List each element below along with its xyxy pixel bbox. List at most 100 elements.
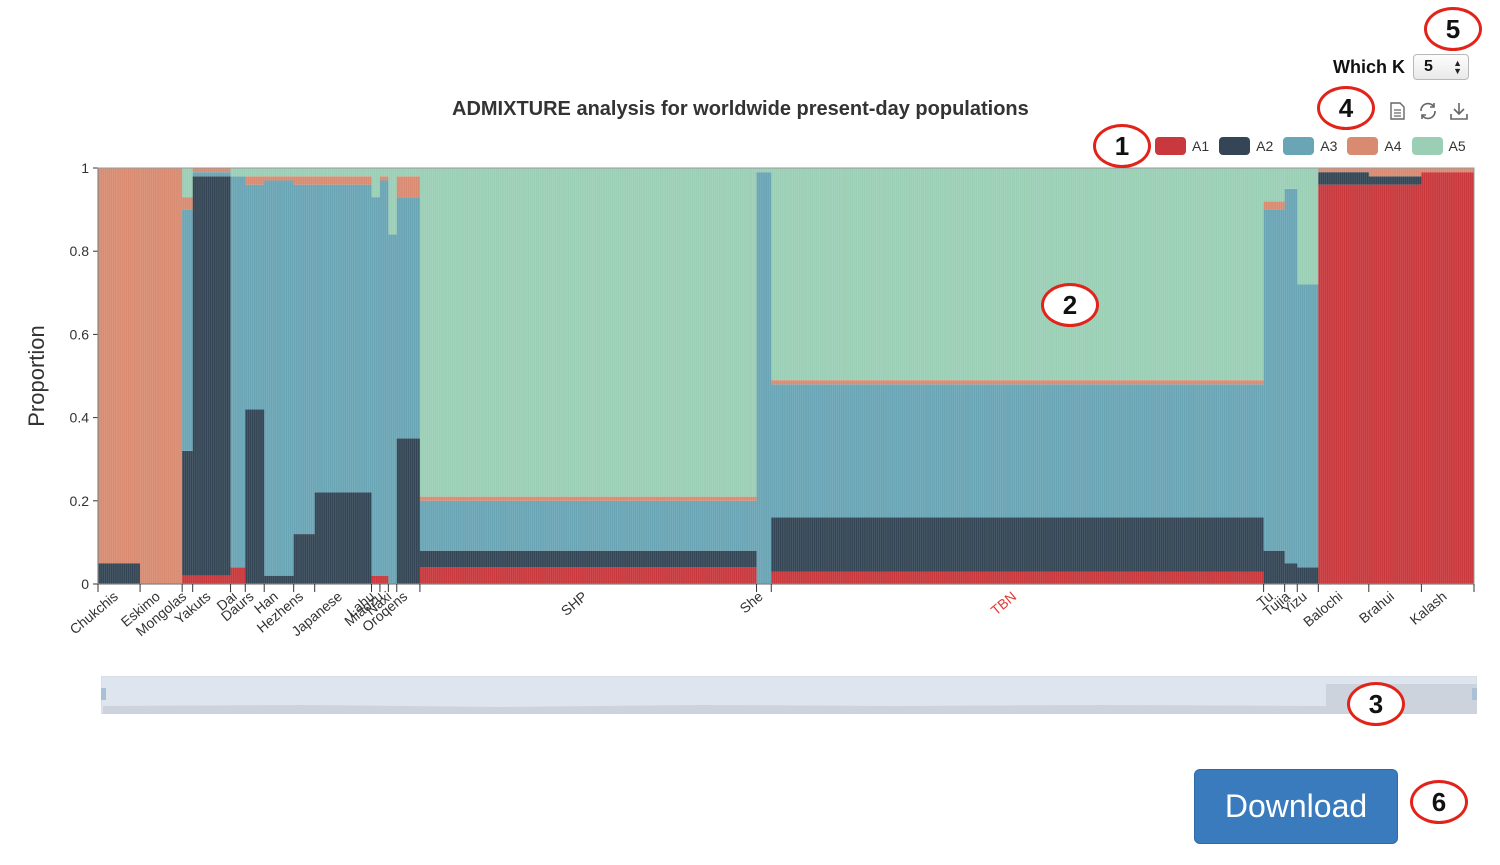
legend-item-a4[interactable]: A4 bbox=[1347, 137, 1402, 155]
save-as-image-icon[interactable] bbox=[1448, 100, 1470, 122]
bar-segment-a5[interactable] bbox=[182, 168, 193, 198]
bar-segment-a5[interactable] bbox=[314, 168, 372, 177]
download-button[interactable]: Download bbox=[1194, 769, 1398, 844]
zoom-handle-right[interactable] bbox=[1472, 688, 1477, 700]
bar-segment-a4[interactable] bbox=[314, 176, 372, 185]
bar-segment-a5[interactable] bbox=[293, 168, 316, 177]
bar-segment-a5[interactable] bbox=[245, 168, 265, 177]
legend-label: A2 bbox=[1256, 138, 1274, 154]
legend-item-a5[interactable]: A5 bbox=[1411, 137, 1466, 155]
bar-segment-a4[interactable] bbox=[1318, 168, 1370, 173]
bar-segment-a3[interactable] bbox=[1263, 209, 1285, 551]
bar-segment-a1[interactable] bbox=[419, 567, 757, 584]
bar-segment-a2[interactable] bbox=[192, 176, 231, 576]
bar-segment-a2[interactable] bbox=[1263, 550, 1285, 584]
legend-swatch bbox=[1155, 137, 1186, 155]
chart-legend: A1 A2 A3 A4 A5 bbox=[1155, 137, 1476, 155]
bar-segment-a1[interactable] bbox=[379, 575, 389, 584]
bar-segment-a4[interactable] bbox=[771, 380, 1264, 385]
bar-segment-a3[interactable] bbox=[1284, 188, 1298, 564]
bar-segment-a3[interactable] bbox=[245, 184, 265, 410]
bar-segment-a3[interactable] bbox=[192, 172, 231, 177]
bar-segment-a5[interactable] bbox=[230, 168, 246, 177]
bar-segment-a1[interactable] bbox=[230, 567, 246, 584]
bar-segment-a4[interactable] bbox=[264, 176, 294, 181]
bar-segment-a5[interactable] bbox=[1263, 168, 1285, 202]
bar-segment-a3[interactable] bbox=[771, 384, 1264, 518]
bar-segment-a5[interactable] bbox=[1297, 168, 1319, 285]
bar-segment-a4[interactable] bbox=[379, 176, 389, 181]
sample-stripes bbox=[99, 168, 1473, 584]
bar-segment-a5[interactable] bbox=[371, 168, 381, 198]
x-tick-label: Tu bbox=[1254, 588, 1276, 610]
updown-arrows-icon: ▲ ▼ bbox=[1453, 58, 1462, 76]
bar-segment-a4[interactable] bbox=[182, 197, 193, 210]
bar-segment-a1[interactable] bbox=[1421, 172, 1475, 584]
bar-segment-a5[interactable] bbox=[756, 168, 772, 173]
bar-segment-a2[interactable] bbox=[182, 450, 193, 576]
bar-segment-a2[interactable] bbox=[419, 550, 757, 568]
bar-segment-a2[interactable] bbox=[1284, 563, 1298, 584]
bar-segment-a5[interactable] bbox=[771, 168, 1264, 381]
bar-segment-a4[interactable] bbox=[1421, 168, 1475, 173]
legend-swatch bbox=[1219, 137, 1251, 155]
bar-segment-a3[interactable] bbox=[314, 184, 372, 493]
bar-segment-a4[interactable] bbox=[98, 168, 141, 564]
bar-segment-a4[interactable] bbox=[293, 176, 316, 185]
bar-segment-a2[interactable] bbox=[264, 575, 294, 584]
bar-segment-a3[interactable] bbox=[419, 500, 757, 551]
bar-segment-a4[interactable] bbox=[419, 496, 757, 501]
bar-segment-a2[interactable] bbox=[1318, 172, 1370, 185]
chart-bars[interactable] bbox=[98, 168, 1475, 584]
bar-segment-a4[interactable] bbox=[192, 168, 231, 173]
bar-segment-a5[interactable] bbox=[264, 168, 294, 177]
legend-swatch bbox=[1411, 137, 1443, 155]
bar-segment-a3[interactable] bbox=[371, 197, 381, 576]
bar-segment-a1[interactable] bbox=[192, 575, 231, 584]
bar-segment-a1[interactable] bbox=[1368, 184, 1422, 584]
bar-segment-a3[interactable] bbox=[396, 197, 421, 439]
which-k-select[interactable]: 5 ▲ ▼ bbox=[1413, 54, 1469, 80]
zoom-slider[interactable] bbox=[101, 676, 1477, 714]
bar-segment-a3[interactable] bbox=[182, 209, 193, 451]
bar-segment-a5[interactable] bbox=[419, 168, 757, 497]
bar-segment-a1[interactable] bbox=[182, 575, 193, 584]
bar-segment-a3[interactable] bbox=[379, 180, 389, 576]
zoom-handle-left[interactable] bbox=[101, 688, 106, 700]
bar-segment-a2[interactable] bbox=[1297, 567, 1319, 584]
y-tick-label: 1 bbox=[81, 160, 89, 176]
legend-item-a3[interactable]: A3 bbox=[1283, 137, 1337, 155]
bar-segment-a2[interactable] bbox=[1368, 176, 1422, 185]
bar-segment-a5[interactable] bbox=[388, 168, 398, 235]
bar-segment-a3[interactable] bbox=[230, 176, 246, 568]
bar-segment-a1[interactable] bbox=[371, 575, 381, 584]
bar-segment-a2[interactable] bbox=[314, 492, 372, 584]
bar-segment-a3[interactable] bbox=[1297, 284, 1319, 568]
y-tick-label: 0.4 bbox=[70, 410, 90, 426]
bar-segment-a2[interactable] bbox=[245, 409, 265, 584]
restore-icon[interactable] bbox=[1417, 100, 1439, 122]
bar-segment-a2[interactable] bbox=[98, 563, 141, 584]
data-view-icon[interactable] bbox=[1386, 100, 1408, 122]
bar-segment-a3[interactable] bbox=[264, 180, 294, 576]
bar-segment-a3[interactable] bbox=[293, 184, 316, 535]
bar-segment-a2[interactable] bbox=[293, 534, 316, 584]
bar-segment-a2[interactable] bbox=[771, 517, 1264, 572]
bar-segment-a5[interactable] bbox=[396, 168, 421, 177]
legend-item-a2[interactable]: A2 bbox=[1219, 137, 1273, 155]
bar-segment-a4[interactable] bbox=[396, 176, 421, 198]
x-tick-label: She bbox=[736, 588, 766, 616]
bar-segment-a4[interactable] bbox=[1263, 201, 1285, 210]
bar-segment-a4[interactable] bbox=[140, 168, 183, 584]
bar-segment-a5[interactable] bbox=[1284, 168, 1298, 189]
bar-segment-a2[interactable] bbox=[396, 438, 421, 584]
bar-segment-a4[interactable] bbox=[245, 176, 265, 185]
bar-segment-a5[interactable] bbox=[379, 168, 389, 177]
annotation-marker: 3 bbox=[1347, 682, 1405, 726]
bar-segment-a3[interactable] bbox=[388, 234, 398, 584]
bar-segment-a1[interactable] bbox=[771, 571, 1264, 584]
legend-item-a1[interactable]: A1 bbox=[1155, 137, 1209, 155]
bar-segment-a1[interactable] bbox=[1318, 184, 1370, 584]
bar-segment-a4[interactable] bbox=[1368, 168, 1422, 177]
bar-segment-a3[interactable] bbox=[756, 172, 772, 584]
